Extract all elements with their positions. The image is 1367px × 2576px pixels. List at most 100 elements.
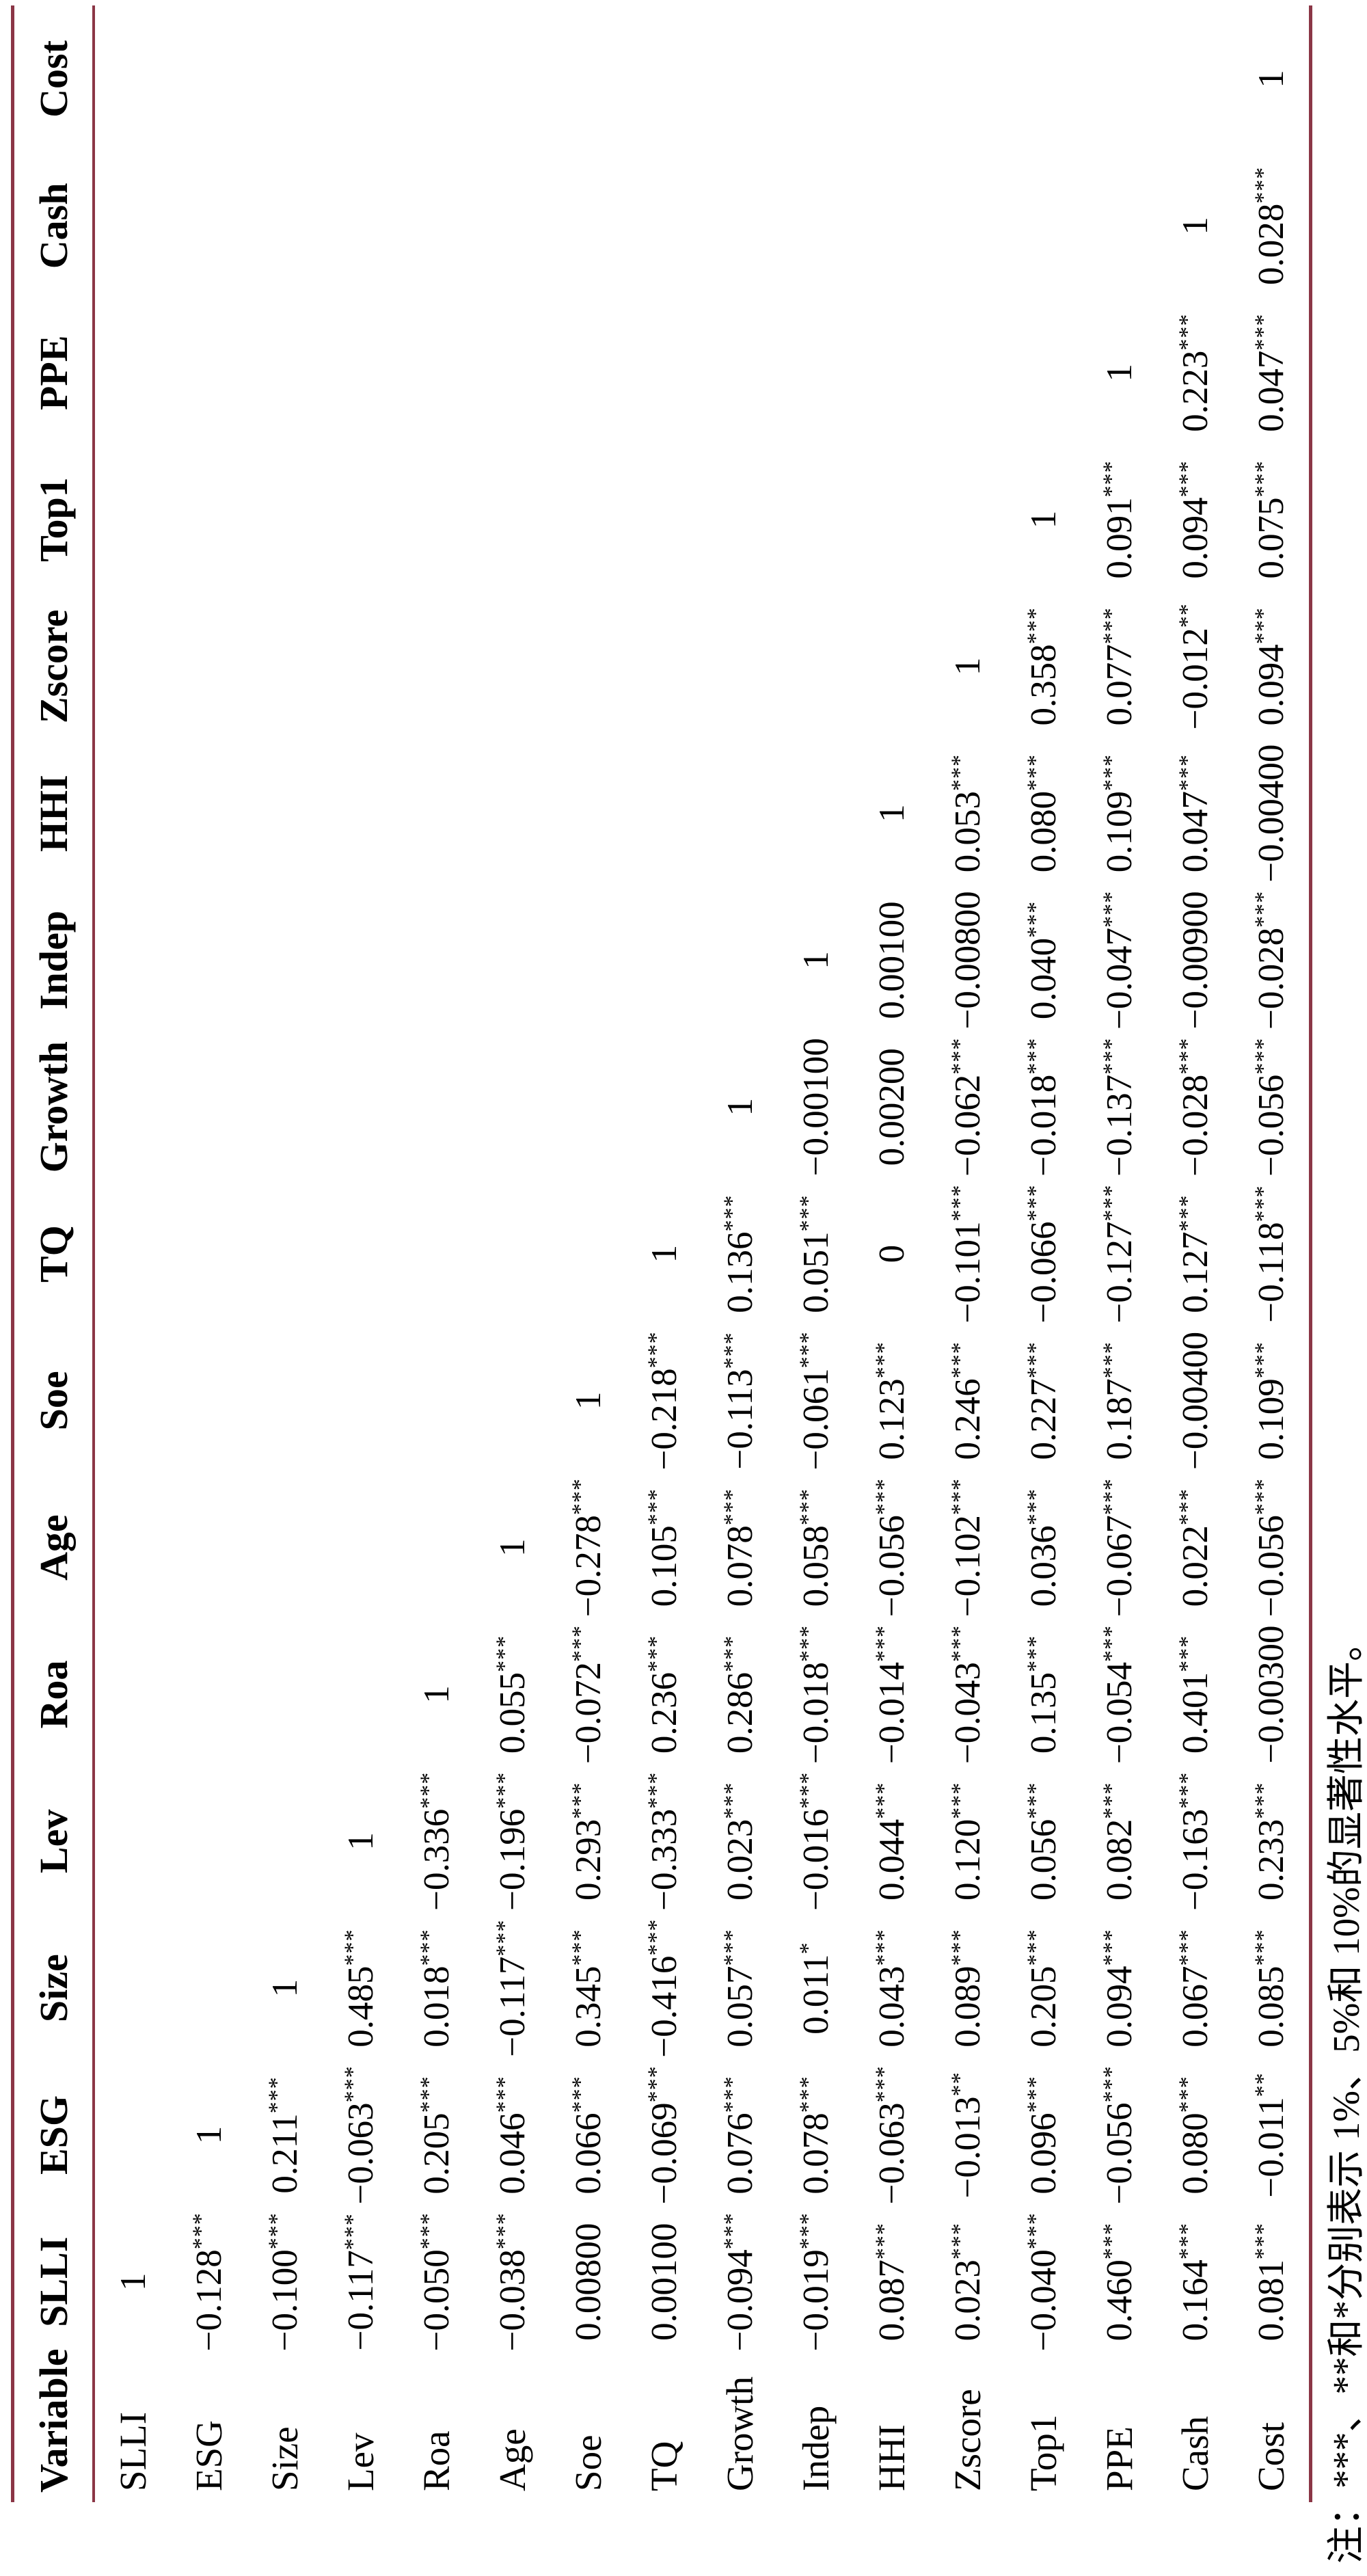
significance-stars: ***	[1249, 2223, 1275, 2260]
correlation-value: 0.091	[1099, 497, 1139, 579]
correlation-cell	[626, 887, 702, 1034]
correlation-cell	[323, 887, 398, 1034]
significance-stars: **	[946, 2071, 972, 2097]
column-header-zscore: Zscore	[12, 593, 94, 740]
correlation-cell: 0.460***	[1081, 2208, 1157, 2355]
correlation-cell	[247, 5, 323, 152]
correlation-value: 0.067	[1175, 1965, 1215, 2048]
significance-stars: ***	[946, 1341, 972, 1379]
correlation-cell: 0.094***	[1157, 446, 1233, 593]
correlation-value: −0.063	[871, 2102, 912, 2205]
significance-stars: ***	[1098, 1478, 1124, 1516]
correlation-cell: 0.051***	[778, 1181, 854, 1328]
correlation-cell: 0.011*	[778, 1915, 854, 2062]
correlation-value: −0.018	[796, 1661, 836, 1765]
correlation-cell	[702, 5, 778, 152]
correlation-cell	[474, 593, 550, 740]
correlation-cell	[1157, 5, 1233, 152]
correlation-value: −0.062	[947, 1074, 988, 1177]
correlation-value: −0.416	[644, 1955, 684, 2058]
correlation-cell: 0.233***	[1233, 1768, 1311, 1915]
correlation-value: 0.223	[1175, 350, 1215, 432]
correlation-cell: 0.023***	[702, 1768, 778, 1915]
correlation-cell	[474, 5, 550, 152]
correlation-value: 1	[796, 951, 836, 969]
correlation-cell: 0.043***	[854, 1915, 930, 2062]
correlation-value: −0.054	[1099, 1661, 1139, 1765]
correlation-value: 0.485	[340, 1965, 381, 2048]
correlation-value: 0.077	[1099, 644, 1139, 726]
correlation-cell: 0.345***	[550, 1915, 626, 2062]
correlation-cell: 0.00100	[626, 2208, 702, 2355]
column-header-cash: Cash	[12, 152, 94, 299]
correlation-cell	[247, 740, 323, 887]
correlation-cell	[626, 5, 702, 152]
significance-stars: ***	[794, 1624, 820, 1662]
correlation-cell: −0.043***	[930, 1621, 1005, 1768]
correlation-value: −0.047	[1099, 927, 1139, 1030]
correlation-cell	[778, 5, 854, 152]
correlation-value: 1	[871, 804, 912, 822]
correlation-cell: 1	[171, 2062, 247, 2209]
significance-stars: ***	[415, 1771, 441, 1809]
correlation-value: −0.014	[871, 1661, 912, 1765]
correlation-cell	[474, 446, 550, 593]
row-label: ESG	[188, 2420, 230, 2491]
correlation-cell: −0.333***	[626, 1768, 702, 1915]
correlation-cell	[1081, 152, 1157, 299]
column-header-ppe: PPE	[12, 299, 94, 446]
correlation-cell	[247, 593, 323, 740]
correlation-cell	[550, 887, 626, 1034]
significance-stars: ***	[1249, 313, 1275, 351]
correlation-cell: 0.067***	[1157, 1915, 1233, 2062]
correlation-cell	[323, 1034, 398, 1181]
correlation-cell	[323, 299, 398, 446]
correlation-cell: 1	[702, 1034, 778, 1181]
table-row-size: Size −0.100*** 0.211*** 1	[247, 5, 323, 2502]
correlation-cell: −0.118***	[1233, 1181, 1311, 1328]
column-header-roa: Roa	[12, 1621, 94, 1768]
correlation-cell: −0.056***	[1081, 2062, 1157, 2209]
correlation-cell: 0.485***	[323, 1915, 398, 2062]
significance-stars: ***	[1098, 1782, 1124, 1819]
correlation-cell: 1	[94, 2208, 171, 2355]
table-row-cash: Cash 0.164*** 0.080*** 0.067*** −0.163*** 0.4…	[1157, 5, 1233, 2502]
correlation-cell	[323, 5, 398, 152]
correlation-value: 0.211	[265, 2113, 305, 2194]
correlation-cell: −0.019***	[778, 2208, 854, 2355]
correlation-value: 0.401	[1175, 1672, 1215, 1754]
correlation-cell	[626, 740, 702, 887]
correlation-cell	[626, 446, 702, 593]
correlation-value: −0.333	[644, 1808, 684, 1911]
correlation-cell: 0.044***	[854, 1768, 930, 1915]
correlation-cell	[626, 152, 702, 299]
correlation-value: 1	[492, 1538, 532, 1557]
correlation-cell: 0.236***	[626, 1621, 702, 1768]
correlation-cell	[171, 1034, 247, 1181]
significance-stars: **	[1249, 2072, 1275, 2097]
correlation-cell: 0.089***	[930, 1915, 1005, 2062]
significance-stars: ***	[870, 1341, 896, 1379]
significance-stars: ***	[1249, 1185, 1275, 1222]
table-row-zscore: Zscore 0.023*** −0.013** 0.089*** 0.120*** −0…	[930, 5, 1005, 2502]
correlation-cell: 0.085***	[1233, 1915, 1311, 2062]
column-header-growth: Growth	[12, 1033, 94, 1181]
significance-stars: ***	[718, 1332, 744, 1369]
significance-stars: ***	[794, 2076, 820, 2113]
significance-stars: ***	[1249, 166, 1275, 204]
correlation-cell	[398, 299, 474, 446]
significance-stars: ***	[1174, 1194, 1200, 1232]
correlation-value: −0.061	[796, 1368, 836, 1471]
correlation-cell: 0	[854, 1181, 930, 1328]
significance-stars: ***	[718, 1635, 744, 1672]
correlation-cell	[778, 152, 854, 299]
correlation-cell: −0.196***	[474, 1768, 550, 1915]
correlation-value: 0	[871, 1244, 912, 1263]
significance-stars: ***	[1249, 460, 1275, 498]
correlation-value: 0.047	[1251, 350, 1291, 432]
correlation-value: 0.080	[1023, 791, 1064, 873]
significance-stars: ***	[718, 1488, 744, 1526]
correlation-value: 0.078	[720, 1525, 760, 1607]
correlation-value: 1	[1175, 217, 1215, 235]
correlation-cell	[171, 1768, 247, 1915]
